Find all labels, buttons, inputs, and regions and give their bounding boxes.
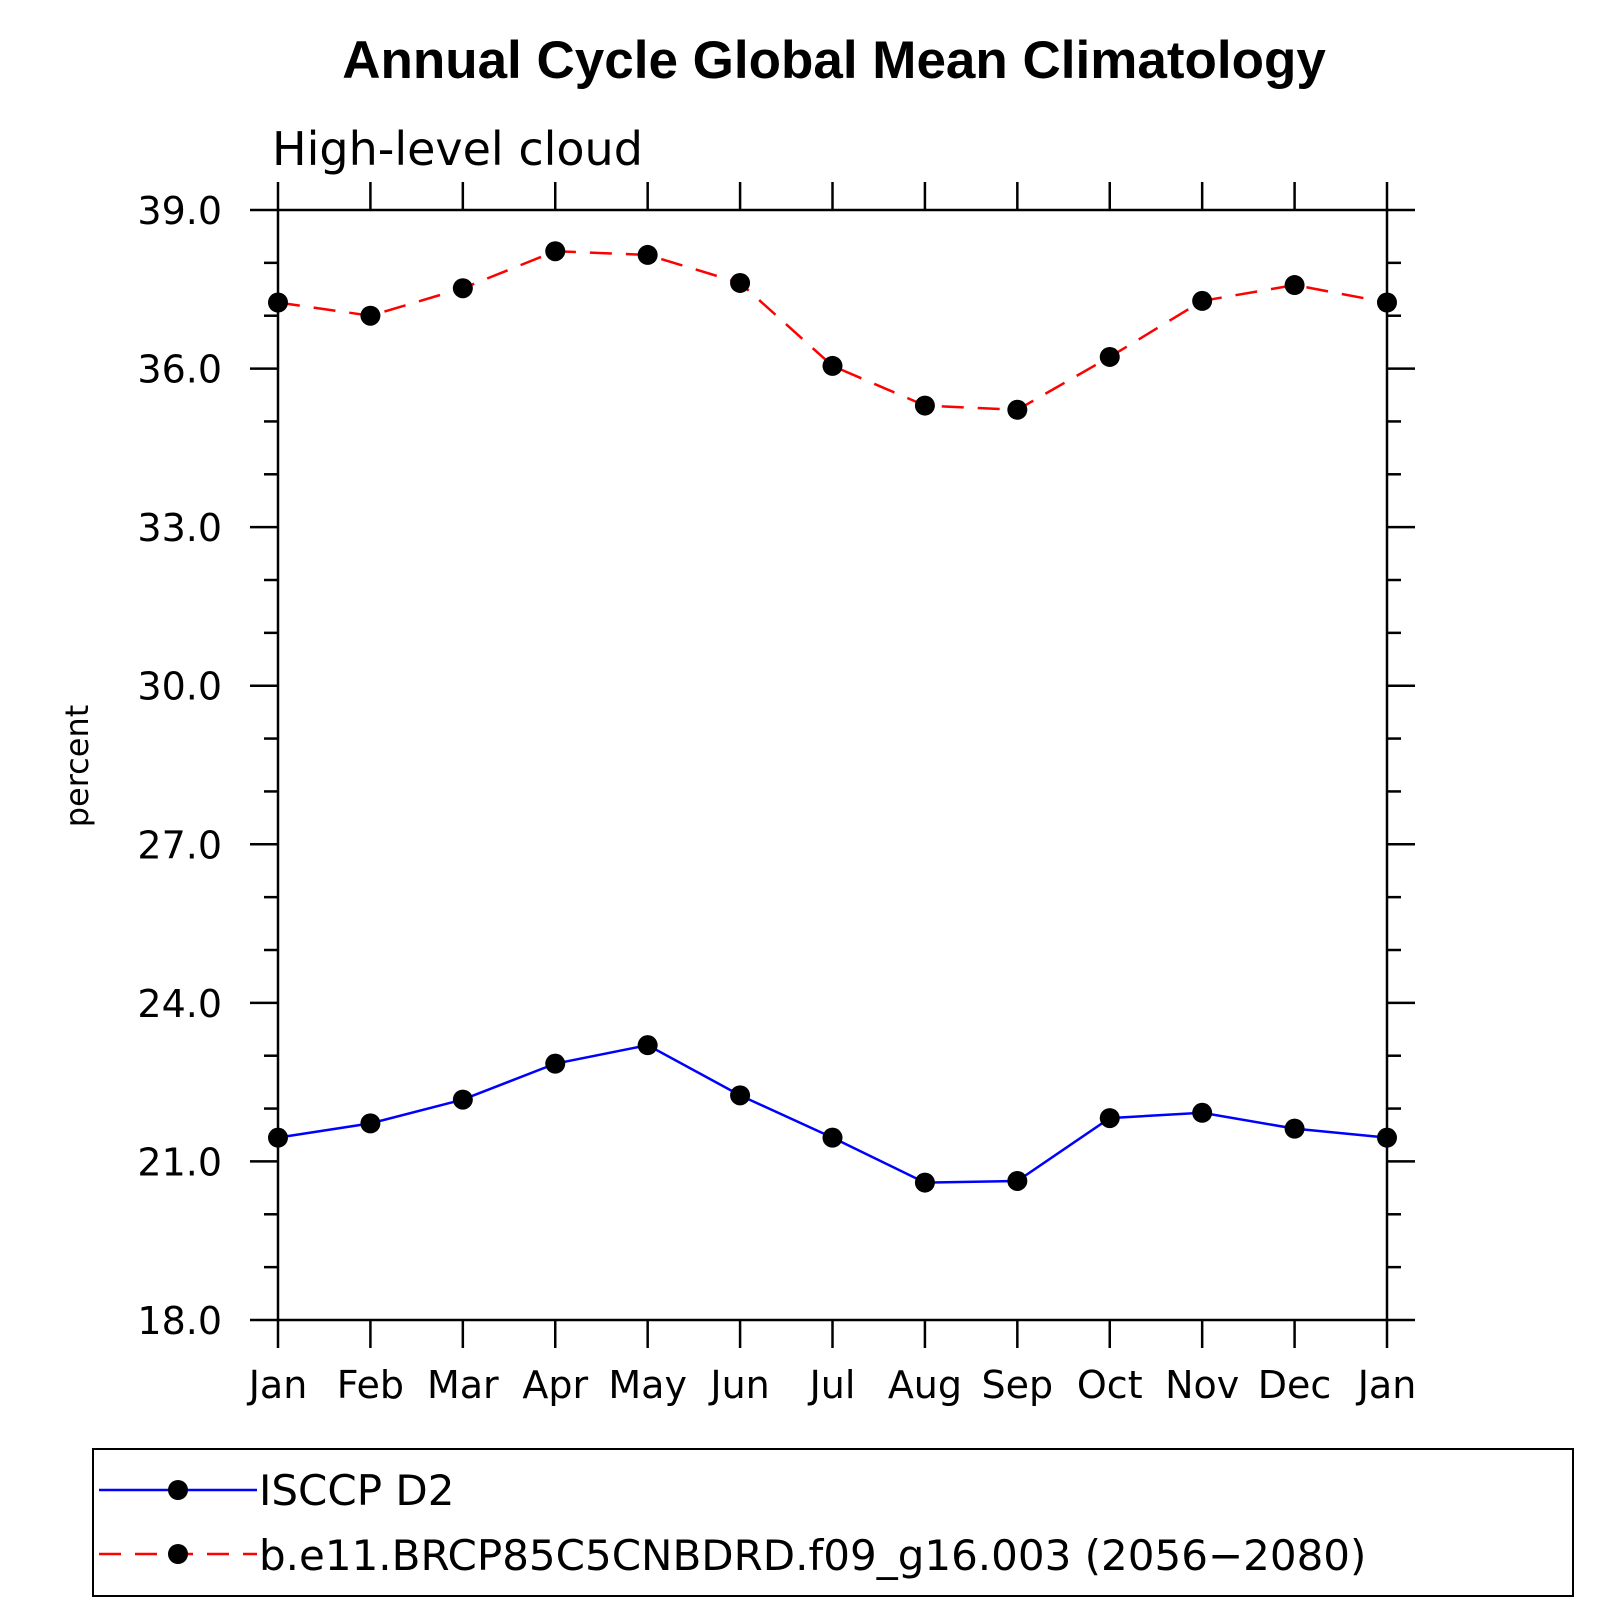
- data-point: [637, 1035, 658, 1056]
- series-layer: [268, 241, 1397, 1193]
- data-point: [545, 241, 566, 262]
- y-tick-label: 24.0: [137, 982, 222, 1026]
- data-point: [1099, 346, 1120, 367]
- y-tick-label: 33.0: [137, 506, 222, 550]
- y-tick-label: 39.0: [137, 189, 222, 233]
- chart-subtitle: High-level cloud: [272, 122, 643, 176]
- x-tick-label: May: [608, 1363, 687, 1407]
- x-axis-tick-labels: Jan Feb Mar Apr May Jun Jul Aug Sep Oct Nov Dec Jan: [247, 1363, 1417, 1407]
- data-point: [1284, 1118, 1305, 1139]
- legend-marker-model: [168, 1544, 188, 1564]
- x-tick-label: Jul: [808, 1363, 856, 1407]
- x-tick-label: Oct: [1077, 1363, 1143, 1407]
- y-tick-label: 18.0: [137, 1299, 222, 1343]
- x-tick-label: Nov: [1165, 1363, 1239, 1407]
- legend: ISCCP D2 b.e11.BRCP85C5CNBDRD.f09_g16.00…: [92, 1448, 1574, 1597]
- y-tick-label: 30.0: [137, 665, 222, 709]
- legend-label-model: b.e11.BRCP85C5CNBDRD.f09_g16.003 (2056−2…: [259, 1531, 1366, 1580]
- series-line-1: [277, 249, 1388, 412]
- data-point: [1007, 1170, 1028, 1191]
- y-axis-tick-labels: 18.0 21.0 24.0 27.0 30.0 33.0 36.0 39.0: [137, 189, 222, 1343]
- y-tick-label: 36.0: [137, 348, 222, 392]
- chart-title: Annual Cycle Global Mean Climatology: [342, 31, 1326, 90]
- legend-box: [92, 1448, 1574, 1597]
- data-point: [545, 1053, 566, 1074]
- data-point: [452, 1089, 473, 1110]
- x-tick-label: Jan: [247, 1363, 308, 1407]
- data-point: [822, 1127, 843, 1148]
- y-tick-label: 27.0: [137, 823, 222, 867]
- data-point: [730, 272, 751, 293]
- data-point: [914, 1172, 935, 1193]
- legend-marker-isccp: [168, 1480, 188, 1500]
- x-tick-label: Feb: [337, 1363, 404, 1407]
- data-point: [1192, 290, 1213, 311]
- data-point: [914, 395, 935, 416]
- data-point: [360, 1113, 381, 1134]
- x-tick-label: Aug: [888, 1363, 962, 1407]
- x-tick-label: Jan: [1356, 1363, 1417, 1407]
- y-tick-label: 21.0: [137, 1140, 222, 1184]
- data-point: [360, 305, 381, 326]
- x-tick-label: Sep: [982, 1363, 1054, 1407]
- plot-frame: [276, 208, 1389, 1322]
- x-tick-label: Apr: [522, 1363, 588, 1407]
- data-point: [1284, 275, 1305, 296]
- x-tick-label: Jun: [708, 1363, 769, 1407]
- data-point: [1007, 399, 1028, 420]
- data-point: [637, 244, 658, 265]
- legend-label-isccp: ISCCP D2: [259, 1466, 454, 1515]
- axis-ticks: [250, 182, 1415, 1348]
- x-tick-label: Dec: [1258, 1363, 1332, 1407]
- data-point: [822, 355, 843, 376]
- data-point: [730, 1085, 751, 1106]
- y-axis-title: percent: [58, 705, 96, 828]
- series-line-0: [277, 1043, 1388, 1184]
- x-tick-label: Mar: [427, 1363, 499, 1407]
- data-point: [452, 278, 473, 299]
- data-point: [1099, 1108, 1120, 1129]
- data-point: [1192, 1102, 1213, 1123]
